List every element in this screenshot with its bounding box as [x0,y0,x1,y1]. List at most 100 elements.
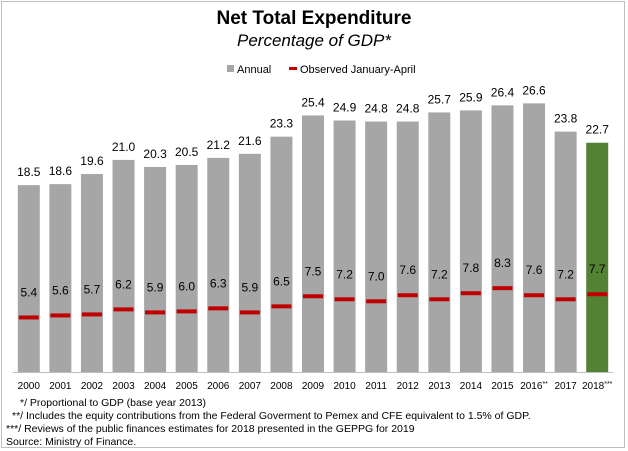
bar-2012 [396,121,419,373]
marker-2006 [208,306,229,311]
x-tick-2005: 2005 [176,381,199,392]
bar-2008 [270,136,293,372]
x-tick-2011: 2011 [365,381,387,392]
marker-2017 [555,297,576,302]
marker-label-2017: 7.2 [557,267,574,281]
x-tick-2002: 2002 [81,381,104,392]
marker-label-2001: 5.6 [52,283,69,297]
marker-2005 [176,309,197,314]
x-tick-2009: 2009 [302,381,325,392]
bar-2007 [238,153,261,372]
bar-2001 [49,184,72,372]
bar-label-2010: 24.9 [333,101,357,115]
bar-label-2008: 23.3 [270,117,294,131]
marker-label-2016**: 7.6 [526,263,543,277]
marker-2007 [239,310,260,315]
marker-2003 [113,307,134,312]
marker-2009 [303,294,323,299]
marker-2014 [460,291,481,296]
bar-label-2013: 25.7 [428,92,452,106]
bar-label-2002: 19.6 [80,154,104,168]
chart-title: Net Total Expenditure [216,8,412,29]
bar-2014 [459,110,482,372]
bar-label-2011: 24.8 [364,102,388,116]
marker-2015 [492,286,513,291]
marker-label-2000: 5.4 [20,285,37,299]
x-tick-2015: 2015 [491,381,514,392]
bar-2015 [491,105,514,373]
bar-label-2017: 23.8 [554,112,578,126]
bar-label-2004: 20.3 [143,147,167,161]
legend-swatch-observed [289,67,297,70]
bar-label-2000: 18.5 [17,165,41,179]
x-tick-2000: 2000 [18,381,41,392]
x-tick-2017: 2017 [555,381,578,392]
bar-label-2003: 21.0 [112,140,136,154]
marker-label-2015: 8.3 [494,256,511,270]
bar-label-2006: 21.2 [207,138,231,152]
x-tick-2007: 2007 [239,381,262,392]
bar-label-2014: 25.9 [459,90,483,104]
bar-label-2012: 24.8 [396,102,420,116]
x-tick-2018***: 2018*** [582,381,613,392]
chart-subtitle: Percentage of GDP* [236,31,392,50]
footnote-1: */ Proportional to GDP (base year 2013) [20,397,206,409]
x-tick-2001: 2001 [49,381,72,392]
marker-2000 [18,315,39,320]
bar-2005 [175,164,198,372]
bar-2009 [302,115,324,373]
bar-2004 [144,166,167,372]
bar-label-2018***: 22.7 [586,123,610,137]
marker-label-2010: 7.2 [336,267,353,281]
x-tick-2008: 2008 [270,381,293,392]
bar-label-2007: 21.6 [238,134,262,148]
x-tick-2006: 2006 [207,381,230,392]
legend-label-annual: Annual [237,64,271,76]
legend-swatch-annual [227,65,234,72]
bar-2002 [80,174,103,372]
marker-2013 [429,297,450,302]
marker-2008 [271,304,292,309]
marker-label-2008: 6.5 [273,274,290,288]
marker-label-2014: 7.8 [463,261,480,275]
bar-2003 [112,159,135,372]
legend-label-observed: Observed January-April [300,64,416,76]
bar-label-2016**: 26.6 [522,83,546,97]
marker-label-2007: 5.9 [241,280,258,294]
bar-2013 [428,112,451,373]
bar-2000 [17,185,40,372]
bar-2018*** [586,142,609,372]
marker-2002 [81,312,102,317]
marker-label-2005: 6.0 [178,279,195,293]
marker-label-2011: 7.0 [368,269,385,283]
marker-2011 [366,299,387,304]
marker-2001 [50,313,71,318]
marker-2018*** [587,292,608,297]
x-tick-2004: 2004 [144,381,167,392]
x-tick-2014: 2014 [460,381,483,392]
bar-label-2009: 25.4 [301,95,325,109]
x-tick-2013: 2013 [428,381,451,392]
x-tick-2010: 2010 [333,381,356,392]
marker-label-2018***: 7.7 [589,262,606,276]
marker-label-2006: 6.3 [210,276,227,290]
marker-label-2012: 7.6 [399,263,416,277]
bar-2006 [207,157,230,372]
bar-label-2005: 20.5 [175,145,199,159]
marker-2010 [334,297,355,302]
bar-2017 [554,131,577,372]
x-tick-2012: 2012 [397,381,420,392]
marker-label-2002: 5.7 [84,282,101,296]
marker-2016** [524,293,545,298]
marker-2004 [145,310,166,315]
bar-2016** [523,103,546,372]
marker-label-2004: 5.9 [147,280,164,294]
marker-label-2009: 7.5 [305,264,322,278]
footnote-3: ***/ Reviews of the public finances esti… [6,423,415,435]
x-tick-2016**: 2016** [520,381,548,392]
footnote-source: Source: Ministry of Finance. [6,436,137,448]
marker-label-2003: 6.2 [115,277,132,291]
footnote-2: **/ Includes the equity contributions fr… [12,410,531,422]
marker-2012 [397,293,418,298]
